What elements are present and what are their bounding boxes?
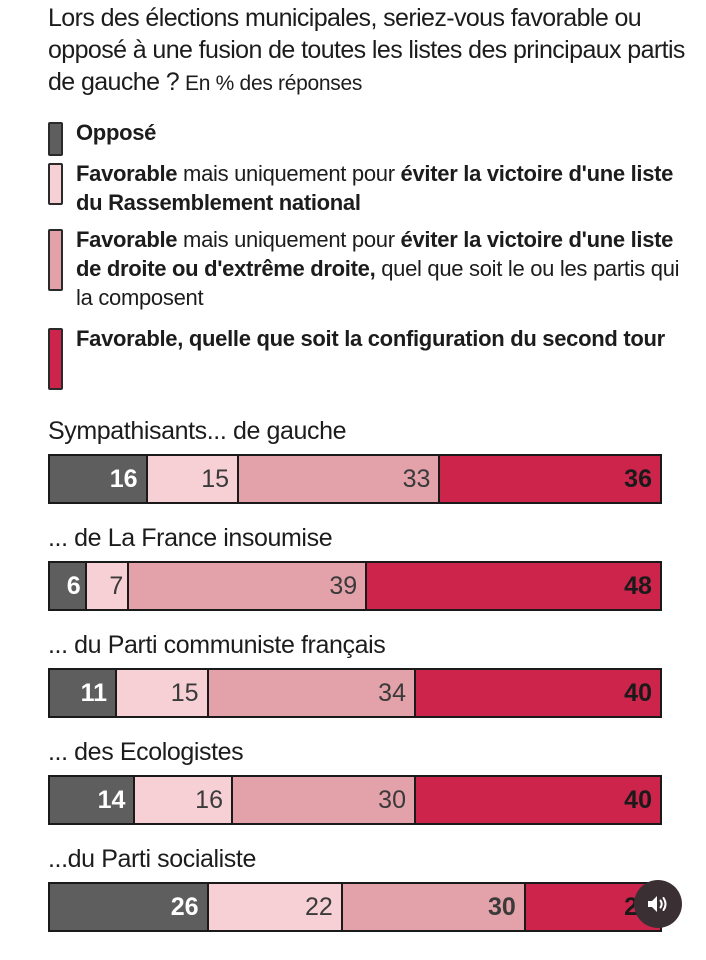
chart-row: ... de La France insoumise 6 7 39 48: [48, 521, 662, 628]
stacked-bar: 6 7 39 48: [48, 561, 662, 611]
legend-swatch: [48, 229, 63, 291]
bar-segment: 15: [117, 670, 209, 716]
bar-segment: 26: [50, 884, 209, 930]
bar-segment: 40: [415, 777, 660, 823]
unit-label: En % des réponses: [185, 72, 363, 95]
legend-text: éviter la victoire d'une liste de droite…: [76, 227, 674, 281]
chart-row: ...du Parti socialiste 26223022: [48, 842, 662, 949]
legend-text: quel que soit le ou les partis qui la co…: [76, 256, 680, 310]
chart-row: ... des Ecologistes 14 16 30 40: [48, 735, 662, 842]
stacked-bar: 26223022: [48, 882, 662, 932]
bar-segment: 33: [239, 456, 441, 502]
legend-text: mais uniquement pour: [177, 161, 401, 186]
legend-text: Opposé: [76, 120, 157, 145]
bar-segment: 15: [147, 456, 240, 502]
legend-item: Favorable, quelle que soit la configurat…: [48, 324, 698, 390]
legend-text: Favorable: [76, 227, 178, 252]
bar-segment: 30: [232, 777, 416, 823]
sound-toggle-button[interactable]: [634, 880, 682, 928]
bar-segment: 14: [50, 777, 136, 823]
bar-segment: 11: [50, 670, 118, 716]
stacked-bar: 11 15 34 40: [48, 668, 662, 718]
bar-segment: 40: [415, 670, 660, 716]
chart-row: Sympathisants... de gauche 16 15 33 36: [48, 414, 662, 521]
bar-segment: 6: [50, 563, 87, 609]
legend-text: mais uniquement pour: [177, 227, 401, 252]
chart-row: ... du Parti communiste français 11 15 34 40: [48, 628, 662, 735]
bar-segment: 16: [135, 777, 233, 823]
bar-segment: 16: [50, 456, 148, 502]
bar-segment: 39: [129, 563, 368, 609]
bar-chart: Sympathisants... de gauche 16 15 33 36... de…: [48, 414, 662, 949]
category-label: Sympathisants... de gauche: [48, 417, 347, 445]
legend-item: Favorable mais uniquement pour éviter la…: [48, 159, 698, 217]
bar-segment: 34: [208, 670, 416, 716]
legend-swatch: [48, 163, 63, 205]
category-label: ... du Parti communiste français: [48, 631, 386, 659]
bar-segment: 22: [208, 884, 343, 930]
bar-segment: 30: [342, 884, 526, 930]
speaker-icon: [648, 896, 667, 912]
chart-title: Lors des élections municipales, seriez-v…: [48, 2, 698, 100]
category-label: ... de La France insoumise: [48, 524, 333, 552]
stacked-bar: 14 16 30 40: [48, 775, 662, 825]
legend-text: Favorable: [76, 161, 178, 186]
legend-item: Favorable mais uniquement pour éviter la…: [48, 225, 698, 312]
bar-segment: 36: [440, 456, 660, 502]
legend-text: Favorable, quelle que soit la configurat…: [76, 326, 665, 351]
category-label: ...du Parti socialiste: [48, 845, 256, 873]
bar-segment: 48: [367, 563, 660, 609]
category-label: ... des Ecologistes: [48, 738, 244, 766]
legend-item: Opposé: [48, 118, 698, 156]
legend: Opposé Favorable mais uniquement pour évi…: [48, 118, 698, 390]
bar-segment: 7: [86, 563, 130, 609]
legend-swatch: [48, 328, 63, 390]
title-text: Lors des élections municipales, seriez-v…: [48, 4, 685, 96]
legend-text: éviter la victoire d'une liste du Rassem…: [76, 161, 674, 215]
stacked-bar: 16 15 33 36: [48, 454, 662, 504]
legend-swatch: [48, 122, 63, 156]
